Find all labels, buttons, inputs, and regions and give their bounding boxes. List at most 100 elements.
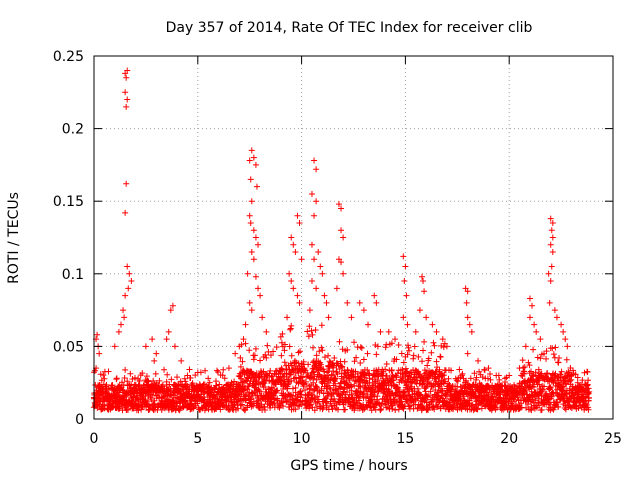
data-point-baseline xyxy=(339,364,346,371)
data-point xyxy=(167,307,174,314)
data-point-baseline xyxy=(393,372,400,379)
data-point-baseline xyxy=(237,372,244,379)
x-tick-label: 25 xyxy=(604,431,622,447)
data-point xyxy=(568,372,575,379)
data-point-baseline xyxy=(164,371,171,378)
x-tick-label: 20 xyxy=(500,431,518,447)
data-point-baseline xyxy=(168,376,175,383)
data-point-baseline xyxy=(334,370,341,377)
data-point xyxy=(547,241,554,248)
data-point-baseline xyxy=(237,354,244,361)
data-point-baseline xyxy=(448,367,455,374)
data-point-baseline xyxy=(292,384,299,391)
data-point xyxy=(439,336,446,343)
y-tick-label: 0 xyxy=(75,412,84,428)
data-point-baseline xyxy=(287,325,294,332)
data-point xyxy=(502,375,509,382)
data-point xyxy=(123,103,130,110)
data-point-baseline xyxy=(535,366,542,373)
data-point-baseline xyxy=(248,401,255,408)
data-point xyxy=(263,328,270,335)
data-point xyxy=(549,249,556,256)
data-point-baseline xyxy=(482,392,489,399)
data-point xyxy=(296,219,303,226)
data-point-baseline xyxy=(278,339,285,346)
data-point-baseline xyxy=(244,386,251,393)
data-point-baseline xyxy=(274,397,281,404)
data-point-baseline xyxy=(300,358,307,365)
data-point xyxy=(205,375,212,382)
data-point xyxy=(247,176,254,183)
data-point-baseline xyxy=(431,342,438,349)
data-point-baseline xyxy=(433,368,440,375)
data-point xyxy=(252,273,259,280)
data-point-baseline xyxy=(163,378,170,385)
data-point-baseline xyxy=(202,367,209,374)
data-point-baseline xyxy=(541,383,548,390)
data-point-baseline xyxy=(554,399,561,406)
data-point-baseline xyxy=(295,369,302,376)
data-point xyxy=(531,321,538,328)
data-point-baseline xyxy=(458,372,465,379)
data-point-baseline xyxy=(256,388,263,395)
data-point-baseline xyxy=(278,352,285,359)
data-point-baseline xyxy=(313,352,320,359)
axis-ticks: 0 5 10 15 20 25 0 0.05 0.1 0.15 0.2 0.25 xyxy=(53,49,622,447)
data-point-baseline xyxy=(100,372,107,379)
data-point xyxy=(321,292,328,299)
data-point-baseline xyxy=(414,385,421,392)
y-tick-label: 0.1 xyxy=(62,267,84,283)
data-point xyxy=(255,241,262,248)
data-point-baseline xyxy=(549,345,556,352)
data-point-baseline xyxy=(288,352,295,359)
data-point-baseline xyxy=(356,397,363,404)
data-point-baseline xyxy=(189,380,196,387)
data-point-baseline xyxy=(445,375,452,382)
data-point xyxy=(315,249,322,256)
data-point-baseline xyxy=(419,381,426,388)
data-point-baseline xyxy=(388,340,395,347)
data-point-baseline xyxy=(456,366,463,373)
data-point-baseline xyxy=(484,375,491,382)
data-point xyxy=(348,314,355,321)
data-point-baseline xyxy=(297,348,304,355)
data-point-baseline xyxy=(242,340,249,347)
data-point xyxy=(253,183,260,190)
data-point-baseline xyxy=(498,382,505,389)
data-point xyxy=(248,198,255,205)
data-point-baseline xyxy=(150,377,157,384)
data-point-baseline xyxy=(310,379,317,386)
data-point-baseline xyxy=(343,380,350,387)
chart-title: Day 357 of 2014, Rate Of TEC Index for r… xyxy=(166,20,533,36)
data-point-baseline xyxy=(467,375,474,382)
data-point-baseline xyxy=(525,359,532,366)
data-point-baseline xyxy=(584,381,591,388)
data-point xyxy=(402,263,409,270)
data-point-baseline xyxy=(192,372,199,379)
data-point xyxy=(163,336,170,343)
data-point xyxy=(533,328,540,335)
data-point-baseline xyxy=(256,387,263,394)
data-point-baseline xyxy=(536,381,543,388)
data-point xyxy=(564,343,571,350)
data-point-baseline xyxy=(289,385,296,392)
data-point-baseline xyxy=(156,377,163,384)
data-point-baseline xyxy=(307,385,314,392)
x-tick-label: 15 xyxy=(396,431,414,447)
data-point-baseline xyxy=(407,402,414,409)
data-point-baseline xyxy=(332,375,339,382)
plot-area-frame xyxy=(93,55,614,420)
data-point-baseline xyxy=(297,394,304,401)
data-point-baseline xyxy=(356,382,363,389)
data-point-baseline xyxy=(574,374,581,381)
data-point xyxy=(142,343,149,350)
data-point xyxy=(252,161,259,168)
data-point-baseline xyxy=(212,378,219,385)
data-point xyxy=(562,336,569,343)
data-point-baseline xyxy=(309,391,316,398)
data-point xyxy=(165,328,172,335)
data-point-baseline xyxy=(351,339,358,346)
data-point-baseline xyxy=(238,391,245,398)
data-point-baseline xyxy=(215,368,222,375)
data-point-baseline xyxy=(558,368,565,375)
